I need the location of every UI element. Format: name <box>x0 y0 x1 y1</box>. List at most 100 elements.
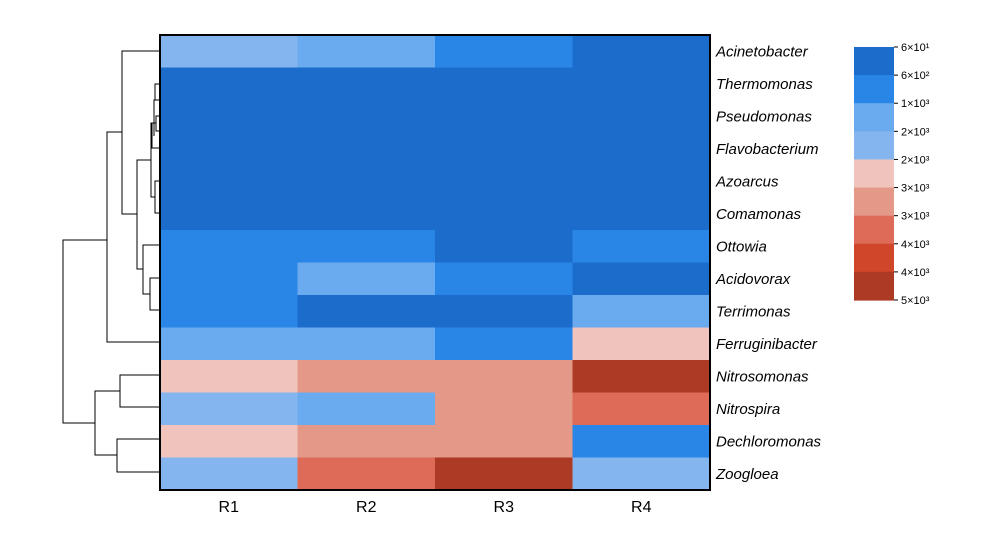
color-legend: 6×10¹ 6×10² 1×10³ 2×10³ 2×10³ 3×10³ 3×10³ 4×10³… <box>854 42 930 307</box>
dendrogram-branch <box>154 83 160 101</box>
heatmap-cell <box>160 425 299 459</box>
row-label: Dechloromonas <box>716 433 822 450</box>
heatmap-cell <box>572 457 711 491</box>
dendrogram-branch <box>116 438 160 473</box>
row-label: Acidovorax <box>715 271 791 288</box>
legend-swatch <box>854 131 894 161</box>
legend-swatch <box>854 215 894 245</box>
dendrogram-branch <box>153 99 155 136</box>
legend-swatch <box>854 271 894 301</box>
row-dendrogram <box>62 50 160 473</box>
heatmap-cell <box>297 35 436 69</box>
legend-label: 3×10³ <box>901 211 930 223</box>
dendrogram-branch <box>142 244 160 295</box>
heatmap-cell <box>572 230 711 264</box>
heatmap-cell <box>297 295 436 329</box>
column-label: R4 <box>631 499 652 516</box>
heatmap-cell <box>297 262 436 296</box>
heatmap-cell <box>435 327 574 361</box>
column-labels: R1 R2 R3 R4 <box>219 499 652 516</box>
legend-swatch <box>854 47 894 76</box>
heatmap-cell <box>160 165 299 199</box>
legend-label: 4×10³ <box>901 239 930 251</box>
legend-swatch <box>854 187 894 217</box>
row-labels: Acinetobacter Thermomonas Pseudomonas Flavo… <box>715 43 822 483</box>
heatmap-cell <box>572 67 711 101</box>
column-label: R3 <box>494 499 515 516</box>
row-label: Nitrosomonas <box>716 368 809 385</box>
row-label: Ottowia <box>716 238 767 255</box>
heatmap-cell <box>572 165 711 199</box>
heatmap-cell <box>160 100 299 134</box>
dendrogram-branch <box>149 277 160 311</box>
heatmap-cell <box>160 262 299 296</box>
row-label: Pseudomonas <box>716 108 812 125</box>
heatmap-cell <box>572 360 711 394</box>
heatmap-border <box>159 34 711 491</box>
heatmap-cell <box>435 295 574 329</box>
heatmap-cell <box>297 132 436 166</box>
row-label: Nitrospira <box>716 401 780 418</box>
heatmap-cell <box>572 425 711 459</box>
heatmap-cell <box>297 360 436 394</box>
heatmap-cell <box>160 457 299 491</box>
heatmap-cell <box>160 230 299 264</box>
heatmap-cell <box>572 392 711 426</box>
heatmap-cell <box>297 425 436 459</box>
heatmap-cell <box>435 392 574 426</box>
heatmap-cell <box>435 165 574 199</box>
row-label: Comamonas <box>716 206 802 223</box>
heatmap-cell <box>435 35 574 69</box>
row-label: Ferruginibacter <box>716 336 818 353</box>
heatmap-cell <box>297 197 436 231</box>
heatmap-cell <box>435 262 574 296</box>
heatmap-cell <box>160 360 299 394</box>
heatmap-cell <box>572 197 711 231</box>
heatmap-cell <box>572 132 711 166</box>
legend-swatch <box>854 243 894 273</box>
heatmap-cell <box>297 165 436 199</box>
legend-label: 2×10³ <box>901 126 930 138</box>
heatmap-cell <box>435 132 574 166</box>
heatmap-cell <box>160 197 299 231</box>
legend-label: 4×10³ <box>901 267 930 279</box>
heatmap-cell <box>572 100 711 134</box>
row-label: Azoarcus <box>715 173 779 190</box>
heatmap-cells <box>160 35 711 491</box>
dendrogram-branch <box>136 159 151 270</box>
heatmap-cell <box>572 327 711 361</box>
legend-swatch <box>854 75 894 104</box>
legend-swatch <box>854 159 894 189</box>
row-label: Flavobacterium <box>716 141 819 158</box>
heatmap-cell <box>572 295 711 329</box>
heatmap-cell <box>572 262 711 296</box>
legend-label: 6×10² <box>901 70 930 82</box>
legend-swatch <box>854 103 894 132</box>
heatmap-cell <box>160 35 299 69</box>
heatmap-cell <box>435 67 574 101</box>
row-label: Acinetobacter <box>715 43 809 60</box>
dendrogram-root <box>62 239 107 424</box>
legend-label: 2×10³ <box>901 154 930 166</box>
heatmap-cell <box>160 295 299 329</box>
column-label: R2 <box>356 499 377 516</box>
heatmap-cell <box>297 457 436 491</box>
legend-label: 1×10³ <box>901 98 930 110</box>
dendrogram-branch <box>106 131 160 343</box>
heatmap-cell <box>297 327 436 361</box>
heatmap-cell <box>297 392 436 426</box>
heatmap-cell <box>435 425 574 459</box>
heatmap-cell <box>435 197 574 231</box>
heatmap-cell <box>435 230 574 264</box>
legend-label: 3×10³ <box>901 183 930 195</box>
heatmap-cell <box>297 230 436 264</box>
row-label: Thermomonas <box>716 76 813 93</box>
row-label: Zoogloea <box>715 466 779 483</box>
heatmap-cell <box>572 35 711 69</box>
heatmap-cell <box>435 457 574 491</box>
heatmap-cell <box>160 67 299 101</box>
heatmap-cell <box>435 100 574 134</box>
heatmap-cell <box>297 67 436 101</box>
column-label: R1 <box>219 499 240 516</box>
